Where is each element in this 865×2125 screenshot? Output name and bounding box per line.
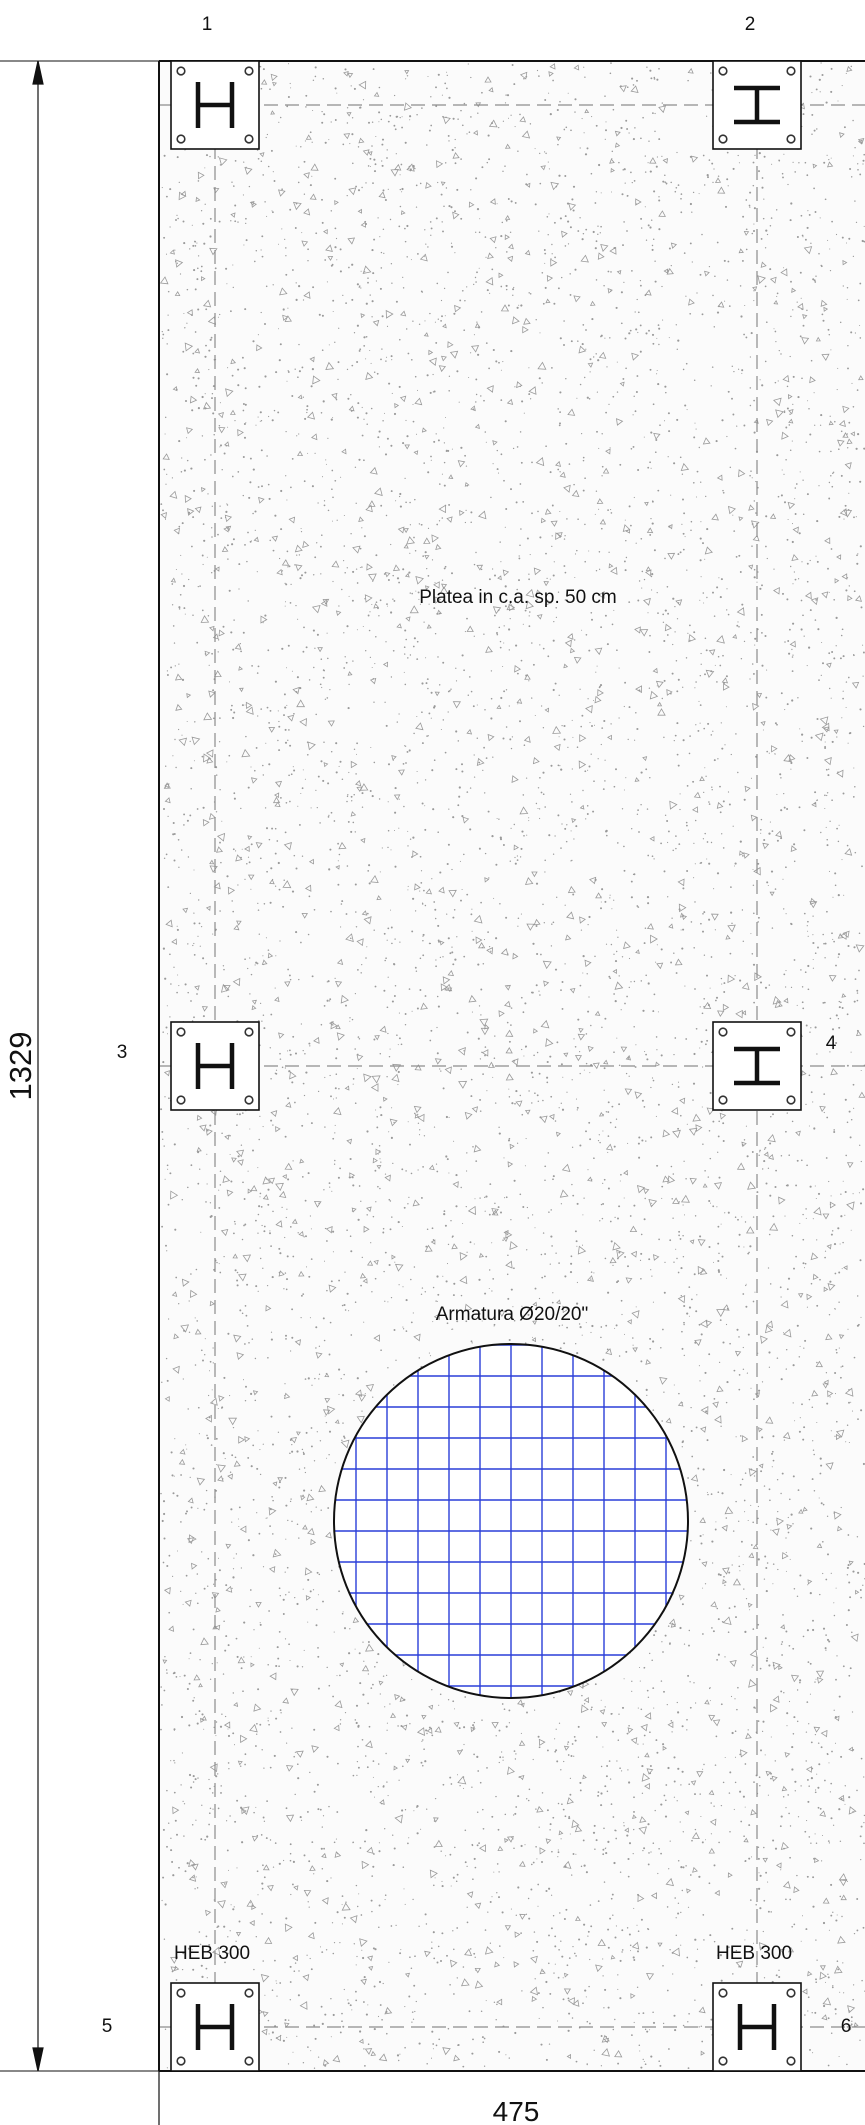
- concrete-hatch: [159, 62, 865, 2069]
- anchor-bolt-icon: [176, 2056, 186, 2066]
- columns: [170, 60, 802, 2072]
- base-plate-icon: [170, 1021, 260, 1111]
- slab-annotation: Platea in c.a. sp. 50 cm: [419, 587, 617, 608]
- anchor-bolt-icon: [176, 1095, 186, 1105]
- anchor-bolt-icon: [244, 1095, 254, 1105]
- anchor-bolt-icon: [718, 1988, 728, 1998]
- base-plate-icon: [712, 1982, 802, 2072]
- column-3: [170, 1021, 260, 1111]
- anchor-bolt-icon: [718, 1027, 728, 1037]
- reinforcement-annotation: Armatura Ø20/20": [436, 1304, 588, 1325]
- steel-column-i-section-icon: [195, 82, 235, 128]
- grid-label-1: 1: [202, 14, 213, 35]
- anchor-bolt-icon: [786, 1988, 796, 1998]
- column-1: [170, 60, 260, 150]
- anchor-bolt-icon: [718, 2056, 728, 2066]
- steel-column-i-section-icon: [734, 1046, 780, 1086]
- steel-column-i-section-icon: [195, 1043, 235, 1089]
- steel-column-i-section-icon: [195, 2004, 235, 2050]
- anchor-bolt-icon: [176, 66, 186, 76]
- vertical-dimension: [0, 60, 159, 2072]
- dimension-arrow-icon: [32, 2047, 44, 2072]
- anchor-bolt-icon: [718, 1095, 728, 1105]
- grid-label-3: 3: [117, 1042, 128, 1063]
- anchor-bolt-icon: [244, 134, 254, 144]
- anchor-bolt-icon: [718, 134, 728, 144]
- column-5: [170, 1982, 260, 2072]
- steel-column-i-section-icon: [737, 2004, 777, 2050]
- anchor-bolt-icon: [786, 134, 796, 144]
- anchor-bolt-icon: [718, 66, 728, 76]
- grid-label-2: 2: [745, 14, 756, 35]
- anchor-bolt-icon: [244, 1027, 254, 1037]
- anchor-bolt-icon: [176, 1988, 186, 1998]
- reinforcement-detail: [333, 1343, 689, 1699]
- column-4: [712, 1021, 802, 1111]
- profile-label-right: HEB 300: [716, 1943, 792, 1964]
- column-2: [712, 60, 802, 150]
- detail-circle-outline: [333, 1343, 689, 1699]
- anchor-bolt-icon: [244, 2056, 254, 2066]
- grid-label-4: 4: [826, 1033, 837, 1054]
- anchor-bolt-icon: [176, 134, 186, 144]
- anchor-bolt-icon: [786, 1095, 796, 1105]
- grid-label-5: 5: [102, 2016, 113, 2037]
- grid-label-6: 6: [841, 2016, 852, 2037]
- dimension-width-label: 475: [493, 2096, 540, 2125]
- column-6: [712, 1982, 802, 2072]
- steel-column-i-section-icon: [734, 85, 780, 125]
- dimension-height-label: 1329: [3, 1032, 38, 1101]
- anchor-bolt-icon: [786, 66, 796, 76]
- dimension-arrow-icon: [32, 60, 44, 85]
- anchor-bolt-icon: [244, 1988, 254, 1998]
- anchor-bolt-icon: [786, 1027, 796, 1037]
- profile-label-left: HEB 300: [174, 1943, 250, 1964]
- anchor-bolt-icon: [244, 66, 254, 76]
- anchor-bolt-icon: [786, 2056, 796, 2066]
- anchor-bolt-icon: [176, 1027, 186, 1037]
